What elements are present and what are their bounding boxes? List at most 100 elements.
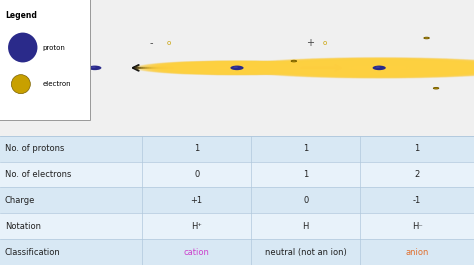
Ellipse shape bbox=[152, 62, 322, 74]
Text: No. of electrons: No. of electrons bbox=[5, 170, 71, 179]
Ellipse shape bbox=[233, 67, 238, 68]
Ellipse shape bbox=[321, 64, 437, 72]
Ellipse shape bbox=[204, 65, 270, 70]
Ellipse shape bbox=[270, 60, 474, 76]
Ellipse shape bbox=[189, 65, 285, 71]
Bar bbox=[0, 136, 474, 162]
Ellipse shape bbox=[173, 63, 301, 72]
Ellipse shape bbox=[337, 65, 422, 71]
Text: 0: 0 bbox=[194, 170, 200, 179]
Ellipse shape bbox=[237, 58, 474, 78]
Ellipse shape bbox=[328, 64, 431, 72]
Ellipse shape bbox=[155, 62, 319, 73]
FancyBboxPatch shape bbox=[0, 0, 90, 120]
Bar bbox=[0, 239, 474, 265]
Text: 1: 1 bbox=[303, 170, 309, 179]
Ellipse shape bbox=[208, 66, 266, 70]
Text: Classification: Classification bbox=[5, 248, 61, 257]
Ellipse shape bbox=[88, 65, 101, 70]
Ellipse shape bbox=[312, 63, 446, 73]
Ellipse shape bbox=[358, 67, 401, 69]
Text: 1: 1 bbox=[414, 144, 420, 153]
Text: -1: -1 bbox=[413, 196, 421, 205]
Ellipse shape bbox=[249, 59, 474, 77]
Text: o: o bbox=[166, 41, 170, 46]
Ellipse shape bbox=[147, 62, 327, 74]
Ellipse shape bbox=[193, 65, 281, 71]
Ellipse shape bbox=[170, 63, 304, 73]
Ellipse shape bbox=[291, 62, 467, 74]
Ellipse shape bbox=[145, 61, 329, 74]
Ellipse shape bbox=[191, 65, 283, 71]
Ellipse shape bbox=[164, 63, 310, 73]
Ellipse shape bbox=[433, 87, 439, 89]
Ellipse shape bbox=[261, 60, 474, 76]
Ellipse shape bbox=[143, 61, 331, 74]
Text: No. of protons: No. of protons bbox=[5, 144, 64, 153]
Ellipse shape bbox=[310, 63, 449, 73]
Ellipse shape bbox=[162, 63, 312, 73]
Ellipse shape bbox=[319, 64, 440, 72]
Text: anion: anion bbox=[405, 248, 429, 257]
Text: H⁻: H⁻ bbox=[412, 222, 422, 231]
Ellipse shape bbox=[181, 64, 293, 72]
Ellipse shape bbox=[174, 64, 300, 72]
Ellipse shape bbox=[160, 63, 314, 73]
Bar bbox=[0, 187, 474, 213]
Text: H⁺: H⁺ bbox=[191, 222, 202, 231]
Ellipse shape bbox=[200, 65, 274, 70]
Ellipse shape bbox=[185, 64, 289, 72]
Ellipse shape bbox=[288, 61, 470, 74]
Ellipse shape bbox=[331, 64, 428, 71]
Text: proton: proton bbox=[43, 45, 65, 51]
Ellipse shape bbox=[349, 66, 410, 70]
Ellipse shape bbox=[230, 58, 474, 78]
Ellipse shape bbox=[367, 67, 392, 69]
Text: o: o bbox=[323, 41, 327, 46]
Ellipse shape bbox=[141, 61, 333, 74]
Ellipse shape bbox=[231, 67, 243, 68]
Ellipse shape bbox=[375, 67, 380, 68]
Ellipse shape bbox=[137, 61, 337, 75]
Text: cation: cation bbox=[184, 248, 210, 257]
Ellipse shape bbox=[361, 67, 397, 69]
Ellipse shape bbox=[316, 63, 443, 72]
Ellipse shape bbox=[212, 66, 262, 70]
Text: 0: 0 bbox=[303, 196, 309, 205]
Ellipse shape bbox=[252, 59, 474, 77]
Text: +1: +1 bbox=[191, 196, 203, 205]
Ellipse shape bbox=[176, 64, 298, 72]
Ellipse shape bbox=[166, 63, 308, 73]
Text: Notation: Notation bbox=[5, 222, 41, 231]
Ellipse shape bbox=[243, 58, 474, 77]
Text: Legend: Legend bbox=[6, 11, 37, 20]
Ellipse shape bbox=[228, 67, 246, 68]
Text: 1: 1 bbox=[303, 144, 309, 153]
Bar bbox=[0, 213, 474, 239]
Ellipse shape bbox=[352, 66, 407, 70]
Ellipse shape bbox=[227, 67, 247, 69]
Text: H: H bbox=[302, 222, 309, 231]
Ellipse shape bbox=[297, 62, 461, 74]
Ellipse shape bbox=[149, 62, 325, 74]
Ellipse shape bbox=[206, 66, 268, 70]
Ellipse shape bbox=[240, 58, 474, 78]
Ellipse shape bbox=[234, 58, 474, 78]
Ellipse shape bbox=[158, 62, 316, 73]
Ellipse shape bbox=[197, 65, 277, 70]
Text: neutral (not an ion): neutral (not an ion) bbox=[265, 248, 346, 257]
Text: 1: 1 bbox=[194, 144, 200, 153]
Ellipse shape bbox=[218, 67, 256, 69]
Ellipse shape bbox=[91, 67, 96, 68]
Ellipse shape bbox=[325, 64, 434, 72]
Ellipse shape bbox=[255, 59, 474, 77]
Ellipse shape bbox=[303, 63, 455, 73]
Ellipse shape bbox=[220, 67, 254, 69]
Bar bbox=[0, 162, 474, 187]
Ellipse shape bbox=[8, 33, 37, 63]
Ellipse shape bbox=[195, 65, 279, 71]
Ellipse shape bbox=[210, 66, 264, 70]
Ellipse shape bbox=[334, 65, 425, 71]
Ellipse shape bbox=[355, 66, 403, 69]
Text: -: - bbox=[150, 38, 154, 48]
